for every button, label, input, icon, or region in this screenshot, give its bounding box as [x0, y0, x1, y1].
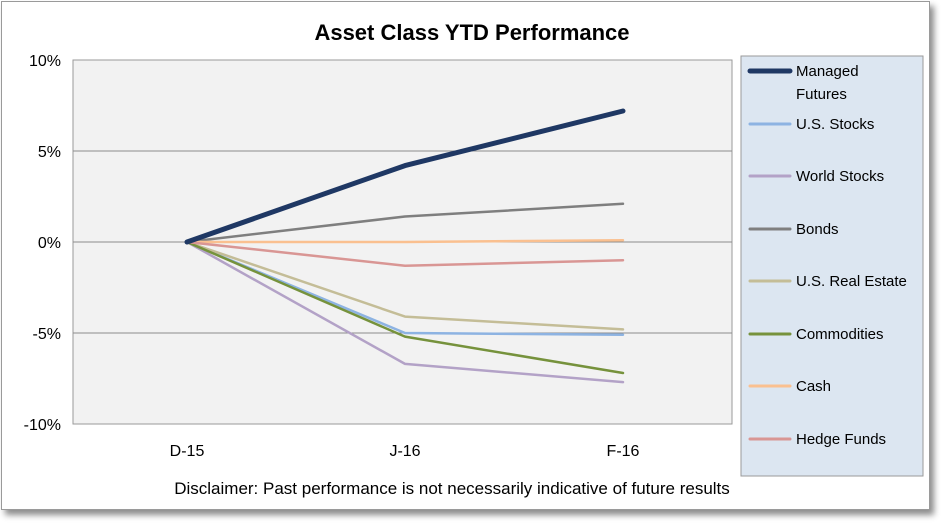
- legend-label-world-stocks: World Stocks: [796, 168, 884, 185]
- legend-label-commodities: Commodities: [796, 326, 884, 343]
- x-tick-label: D-15: [170, 443, 205, 460]
- legend-label-managed-futures: Futures: [796, 86, 847, 103]
- y-tick-label: 5%: [38, 144, 61, 161]
- legend-box: [740, 55, 924, 477]
- y-axis-tick-labels: 10% 5% 0% -5% -10%: [24, 53, 61, 434]
- legend-label-cash: Cash: [796, 378, 831, 395]
- series-lines: [184, 108, 626, 384]
- x-tick-label: J-16: [389, 443, 420, 460]
- chart-title: Asset Class YTD Performance: [314, 20, 629, 45]
- series-line-u-s-real-estate: [185, 240, 625, 331]
- series-line-world-stocks: [185, 240, 625, 384]
- legend-label-u-s-real-estate: U.S. Real Estate: [796, 273, 907, 290]
- series-line-cash: [185, 238, 625, 244]
- legend-label-managed-futures: Managed: [796, 63, 859, 80]
- x-axis-tick-labels: D-15 J-16 F-16: [170, 443, 640, 460]
- disclaimer-text: Disclaimer: Past performance is not nece…: [174, 479, 730, 498]
- legend-label-bonds: Bonds: [796, 221, 839, 238]
- series-line-hedge-funds: [185, 240, 625, 267]
- y-tick-label: -5%: [33, 326, 61, 343]
- y-tick-label: 0%: [38, 235, 61, 252]
- x-tick-label: F-16: [607, 443, 640, 460]
- legend: Managed Futures U.S. Stocks World Stocks Bon…: [747, 63, 907, 448]
- legend-label-hedge-funds: Hedge Funds: [796, 431, 886, 448]
- y-tick-label: -10%: [24, 417, 61, 434]
- legend-label-u-s-stocks: U.S. Stocks: [796, 116, 874, 133]
- series-line-bonds: [185, 202, 625, 244]
- y-tick-label: 10%: [29, 53, 61, 70]
- series-line-commodities: [185, 240, 625, 375]
- series-line-managed-futures: [184, 108, 626, 245]
